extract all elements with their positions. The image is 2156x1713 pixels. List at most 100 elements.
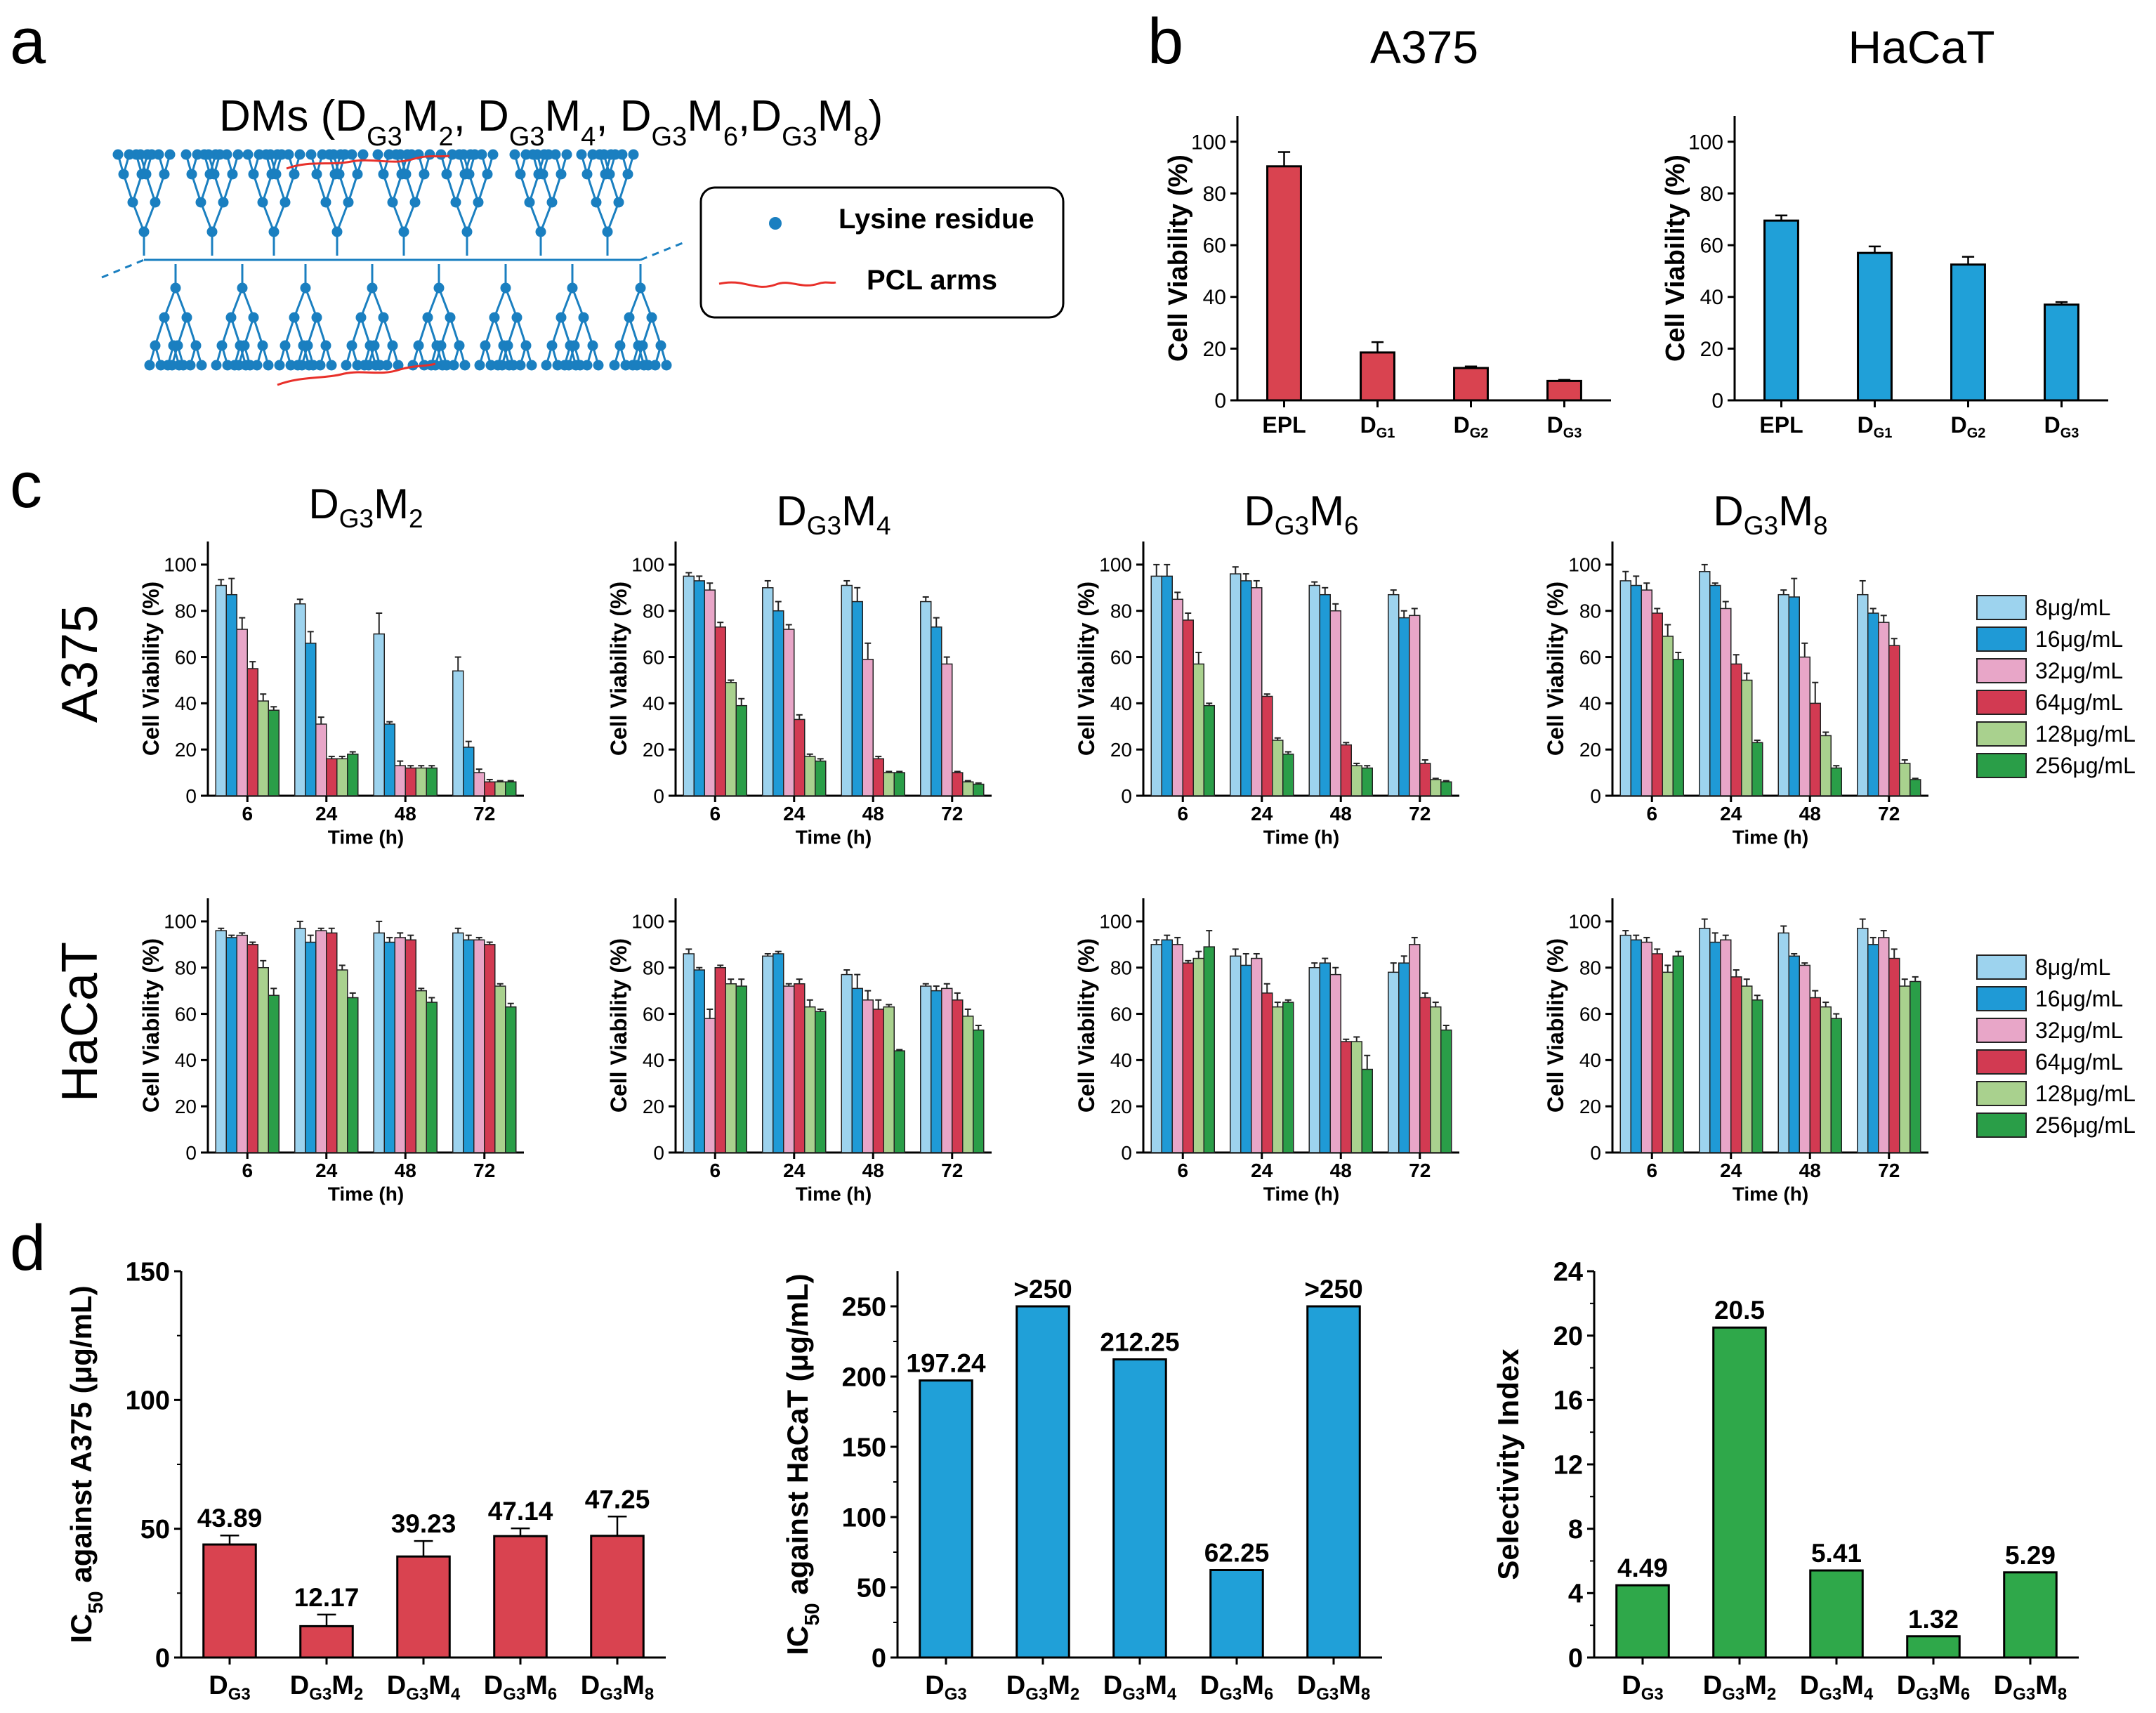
y-axis-label-part: IC bbox=[781, 1626, 814, 1655]
lysine-node bbox=[400, 169, 412, 180]
bar bbox=[851, 987, 863, 1153]
legend-swatch bbox=[1976, 1081, 2027, 1106]
bar bbox=[1230, 955, 1242, 1153]
x-tick-label-part: D bbox=[1951, 412, 1967, 438]
bar bbox=[1867, 612, 1879, 796]
dendrimer-title-part: DMs ( bbox=[219, 92, 336, 140]
chart-title-part: D bbox=[776, 487, 806, 534]
bar bbox=[1909, 980, 1921, 1153]
x-tick-label-part: M bbox=[1145, 1671, 1167, 1700]
chart-title-part: M bbox=[374, 480, 409, 527]
lysine-node bbox=[357, 149, 369, 160]
bar bbox=[1203, 946, 1215, 1153]
y-axis-label-part: IC bbox=[65, 1614, 98, 1643]
lysine-node bbox=[257, 197, 268, 208]
x-tick-label: DG1 bbox=[1360, 412, 1395, 441]
lysine-node bbox=[239, 340, 250, 351]
y-tick-label: 100 bbox=[631, 554, 664, 576]
x-tick-label-part: G3 bbox=[2060, 426, 2079, 441]
y-tick-label: 12 bbox=[1553, 1450, 1583, 1480]
y-tick-label: 80 bbox=[643, 957, 664, 979]
y-axis-label-part: Selectivity Index bbox=[1492, 1348, 1525, 1580]
lysine-node bbox=[216, 340, 228, 351]
lysine-node bbox=[274, 360, 285, 371]
x-tick-label: 48 bbox=[1799, 803, 1821, 825]
bar bbox=[851, 600, 863, 796]
bar bbox=[1308, 584, 1320, 796]
chart-title-part: M bbox=[1778, 487, 1813, 534]
bar bbox=[1361, 1068, 1373, 1153]
dendrimer-title-part: G3 bbox=[782, 122, 817, 152]
bar bbox=[704, 589, 716, 796]
x-tick-label-part: G2 bbox=[1470, 426, 1489, 441]
bar bbox=[1651, 612, 1663, 796]
y-tick-label: 4 bbox=[1568, 1580, 1583, 1609]
bar bbox=[1651, 953, 1663, 1153]
y-tick-label: 0 bbox=[653, 785, 664, 807]
lysine-node bbox=[328, 149, 339, 160]
x-tick-label-part: D bbox=[1897, 1671, 1916, 1700]
lysine-node bbox=[203, 149, 214, 160]
lysine-node bbox=[242, 149, 254, 160]
bar bbox=[1440, 781, 1452, 796]
lysine-node bbox=[524, 197, 535, 208]
bar bbox=[735, 704, 747, 796]
chart-title: DG3M8 bbox=[1713, 487, 1827, 540]
x-tick-label: 72 bbox=[941, 803, 963, 825]
bar bbox=[494, 985, 506, 1153]
data-label: 197.24 bbox=[906, 1349, 986, 1378]
lysine-node bbox=[181, 312, 192, 323]
bar bbox=[773, 953, 784, 1153]
bar bbox=[336, 969, 348, 1153]
legend-box bbox=[699, 186, 1065, 319]
x-tick-label: DG3 bbox=[209, 1671, 250, 1704]
y-tick-label: 0 bbox=[872, 1643, 886, 1673]
x-axis-label: Time (h) bbox=[1263, 827, 1339, 848]
lysine-node bbox=[598, 149, 610, 160]
y-tick-label: 80 bbox=[643, 600, 664, 622]
x-tick-label-part: M bbox=[331, 1671, 354, 1700]
y-tick-label: 50 bbox=[140, 1515, 170, 1544]
lysine-node bbox=[569, 340, 580, 351]
bar bbox=[893, 772, 905, 796]
x-tick-label-part: M bbox=[1744, 1671, 1767, 1700]
bar bbox=[1240, 580, 1252, 796]
bar bbox=[247, 668, 258, 796]
lysine-node bbox=[473, 197, 484, 208]
lysine-node bbox=[532, 149, 543, 160]
bar bbox=[714, 966, 726, 1153]
bar bbox=[1308, 966, 1320, 1153]
lysine-node bbox=[489, 312, 500, 323]
bar bbox=[1777, 593, 1789, 796]
y-tick-label: 40 bbox=[643, 693, 664, 714]
lysine-node bbox=[343, 197, 354, 208]
lysine-node bbox=[150, 197, 161, 208]
x-tick-label-part: D bbox=[209, 1671, 228, 1700]
y-tick-label: 20 bbox=[175, 739, 197, 761]
dendrimer-title-part: M bbox=[402, 92, 439, 140]
y-tick-label: 20 bbox=[1579, 739, 1601, 761]
lysine-node bbox=[372, 149, 383, 160]
bar bbox=[225, 937, 237, 1153]
bar bbox=[872, 758, 884, 796]
dendrimer-title: DMs (DG3M2, DG3M4, DG3M6,DG3M8) bbox=[219, 92, 883, 152]
legend-swatch bbox=[1976, 626, 2027, 652]
lysine-node bbox=[118, 169, 129, 180]
row-label-hacat: HaCaT bbox=[52, 942, 108, 1102]
x-tick-label-part: 4 bbox=[1167, 1685, 1177, 1704]
lysine-node bbox=[346, 340, 357, 351]
x-tick-label: 72 bbox=[1409, 803, 1431, 825]
x-tick-label-part: D bbox=[581, 1671, 600, 1700]
y-tick-label: 20 bbox=[1110, 1096, 1132, 1117]
x-axis-label: Time (h) bbox=[796, 827, 872, 848]
bar bbox=[1398, 617, 1410, 796]
bar bbox=[783, 985, 795, 1153]
bar bbox=[394, 937, 406, 1153]
x-tick-label-part: G3 bbox=[945, 1685, 967, 1704]
bar bbox=[415, 990, 427, 1153]
chart-title: DG3M2 bbox=[308, 480, 423, 533]
y-tick-label: 0 bbox=[1121, 1142, 1132, 1164]
bar bbox=[463, 939, 475, 1153]
